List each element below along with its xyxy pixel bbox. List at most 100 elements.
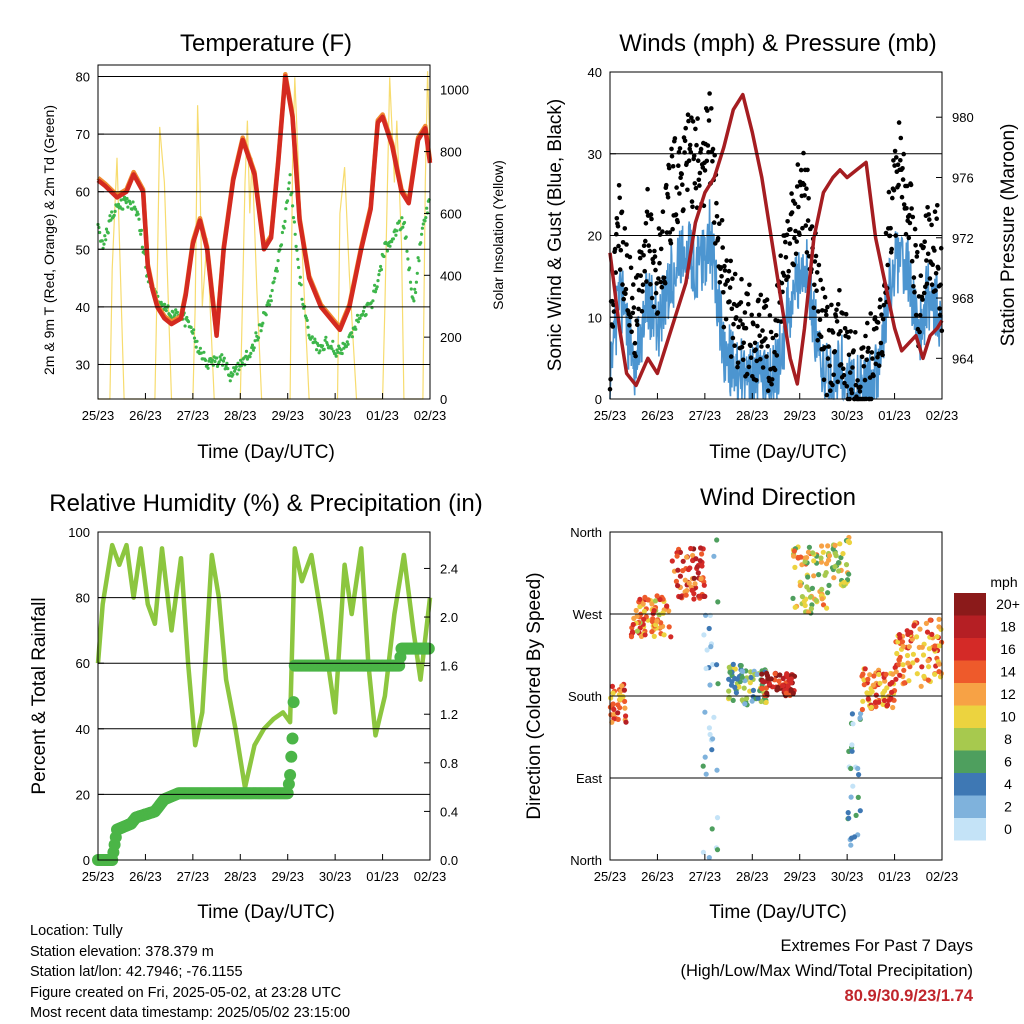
gust-point (933, 271, 939, 276)
gust-point (880, 316, 886, 322)
direction-point (714, 815, 721, 821)
dewpoint-point (335, 348, 339, 352)
gust-point (691, 153, 697, 158)
gust-point (629, 295, 635, 301)
direction-point (900, 643, 906, 649)
gust-point (695, 158, 701, 163)
dewpoint-point (416, 256, 420, 260)
x-tick-label: 02/23 (926, 869, 959, 884)
dewpoint-point (223, 367, 227, 371)
speed-legend-label: 16 (1000, 641, 1016, 657)
x-tick-label: 01/23 (366, 869, 399, 884)
y2-tick-label: 1000 (440, 83, 469, 98)
gust-point (721, 324, 727, 330)
dewpoint-point (189, 325, 193, 329)
gust-point (682, 138, 688, 144)
direction-point (901, 667, 907, 673)
gust-point (634, 318, 639, 324)
direction-point (936, 624, 942, 630)
gust-point (744, 371, 750, 377)
direction-point (691, 596, 697, 602)
gust-point (617, 195, 622, 201)
gust-point (778, 253, 783, 258)
gust-point (844, 384, 850, 389)
speed-legend-label: 6 (1004, 754, 1012, 770)
direction-point (806, 544, 813, 550)
y-tick-label: 40 (76, 300, 90, 315)
gust-point (760, 328, 765, 333)
dewpoint-point (322, 347, 326, 351)
dewpoint-point (126, 205, 130, 209)
direction-point (736, 684, 742, 690)
dewpoint-point (400, 216, 404, 220)
gust-point (826, 344, 831, 349)
gust-point (674, 185, 679, 190)
gust-point (757, 333, 762, 339)
gust-point (615, 223, 621, 229)
direction-point (900, 662, 906, 668)
gust-point (911, 275, 917, 280)
direction-point (654, 618, 660, 624)
dewpoint-point (313, 337, 317, 341)
speed-legend-swatch (954, 593, 986, 616)
direction-point (859, 706, 866, 713)
dewpoint-point (202, 350, 206, 354)
gust-point (749, 312, 754, 318)
gust-point (794, 239, 799, 244)
direction-point (697, 593, 703, 599)
direction-series (607, 534, 945, 861)
gust-point (838, 362, 844, 367)
gust-point (755, 323, 760, 329)
gust-point (863, 333, 868, 339)
dewpoint-point (334, 354, 338, 358)
gust-point (764, 297, 770, 303)
dewpoint-point (273, 276, 277, 280)
gust-point (624, 242, 629, 247)
direction-point (623, 713, 629, 719)
gust-point (661, 275, 667, 281)
dewpoint-point (136, 212, 140, 216)
speed-legend-swatch (954, 660, 986, 683)
direction-point (932, 643, 938, 649)
gust-point (741, 340, 746, 346)
direction-point (810, 550, 816, 556)
gust-point (787, 241, 793, 246)
precip-point (285, 750, 298, 763)
gust-point (812, 259, 818, 264)
precip-point (281, 787, 294, 800)
dewpoint-point (350, 335, 354, 339)
direction-point (914, 634, 920, 640)
gust-point (930, 262, 935, 268)
dewpoint-point (326, 343, 330, 347)
dewpoint-point (275, 269, 279, 273)
direction-point (651, 608, 657, 614)
direction-point (845, 810, 851, 816)
dewpoint-point (220, 353, 224, 357)
direction-point (714, 767, 720, 773)
speed-legend-swatch (954, 795, 986, 818)
dewpoint-point (235, 372, 239, 376)
dewpoint-point (195, 339, 199, 343)
dewpoint-point (420, 232, 424, 236)
gust-point (925, 251, 931, 257)
gust-point (739, 344, 745, 350)
speed-legend-label: 14 (1000, 664, 1016, 680)
dewpoint-point (265, 303, 269, 307)
direction-point (911, 622, 917, 628)
direction-point (825, 543, 831, 549)
direction-point (896, 657, 902, 663)
gust-point (785, 219, 790, 224)
dewpoint-point (402, 220, 407, 225)
dewpoint-point (131, 200, 135, 204)
y2-tick-label: 968 (952, 291, 974, 306)
dewpoint-point (404, 235, 408, 239)
gust-point (651, 260, 656, 266)
dewpoint-point (237, 368, 241, 372)
direction-point (683, 592, 689, 598)
gust-point (611, 309, 617, 314)
gust-point (623, 291, 628, 297)
dewpoint-point (218, 355, 222, 359)
dewpoint-point (239, 358, 243, 362)
direction-point (816, 572, 822, 578)
dewpoint-point (128, 199, 132, 203)
